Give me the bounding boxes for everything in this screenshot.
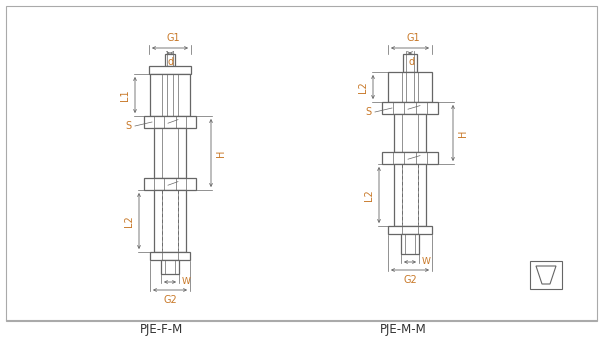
Text: L1: L1 bbox=[120, 89, 130, 101]
Polygon shape bbox=[154, 190, 186, 252]
Text: H: H bbox=[216, 149, 226, 157]
Polygon shape bbox=[388, 72, 432, 102]
Polygon shape bbox=[394, 164, 426, 226]
Polygon shape bbox=[6, 6, 597, 321]
Polygon shape bbox=[401, 234, 419, 254]
Text: S: S bbox=[366, 107, 372, 117]
Text: G2: G2 bbox=[403, 275, 417, 285]
Text: L2: L2 bbox=[358, 81, 368, 93]
Text: PJE-F-M: PJE-F-M bbox=[140, 322, 183, 335]
Text: PJE-M-M: PJE-M-M bbox=[380, 322, 427, 335]
Text: d: d bbox=[168, 57, 174, 67]
Polygon shape bbox=[403, 54, 417, 72]
Text: S: S bbox=[126, 121, 132, 131]
Text: G1: G1 bbox=[406, 33, 420, 43]
Polygon shape bbox=[394, 114, 426, 152]
Text: G2: G2 bbox=[163, 295, 177, 305]
Polygon shape bbox=[382, 102, 438, 114]
Text: G1: G1 bbox=[166, 33, 180, 43]
Text: L2: L2 bbox=[364, 189, 374, 201]
Polygon shape bbox=[388, 226, 432, 234]
Polygon shape bbox=[144, 178, 196, 190]
Polygon shape bbox=[382, 152, 438, 164]
Text: d: d bbox=[409, 57, 415, 67]
Polygon shape bbox=[150, 252, 190, 260]
Polygon shape bbox=[144, 116, 196, 128]
Text: W: W bbox=[182, 276, 191, 285]
Polygon shape bbox=[530, 261, 562, 289]
Polygon shape bbox=[149, 66, 191, 74]
Polygon shape bbox=[165, 54, 175, 66]
Polygon shape bbox=[161, 260, 179, 274]
Text: W: W bbox=[422, 257, 431, 266]
Text: H: H bbox=[458, 129, 468, 137]
Text: L2: L2 bbox=[124, 215, 134, 227]
Polygon shape bbox=[154, 128, 186, 178]
Polygon shape bbox=[150, 74, 190, 116]
